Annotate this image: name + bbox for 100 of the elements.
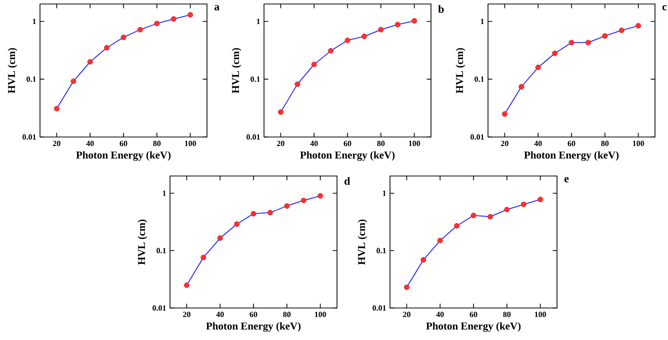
y-tick-label: 0.01 [246,134,260,140]
x-tick-label: 40 [86,140,94,146]
point [278,109,284,115]
x-tick-label: 80 [503,312,511,318]
point [636,23,642,29]
x-tick-label: 20 [183,312,190,318]
y-axis-title: HVL (cm) [358,220,368,265]
point [200,254,206,260]
point [311,62,317,68]
y-tick-label: 0.1 [376,248,386,254]
x-tick-label: 60 [344,140,352,146]
x-tick-label: 40 [534,140,542,146]
point [284,203,290,209]
point [535,64,541,70]
point [568,40,574,46]
y-axis-title: HVL (cm) [232,48,242,94]
x-axis-title: Photon Energy (keV) [206,322,301,332]
x-tick-label: 60 [120,140,128,146]
x-tick-label: 60 [250,312,258,318]
y-tick-label: 1 [480,18,484,24]
x-tick-label: 20 [277,140,284,146]
point [217,235,223,241]
y-tick-label: 0.1 [250,76,260,82]
point [344,38,350,44]
x-tick-label: 80 [153,140,161,146]
x-tick-label: 20 [53,140,60,146]
point [378,26,384,32]
y-tick-label: 1 [162,190,166,196]
point [518,84,524,90]
point [137,26,143,32]
point [54,106,60,112]
y-tick-label: 0.01 [152,305,166,311]
point [420,257,426,263]
point [87,59,93,65]
y-tick-label: 0.1 [156,248,166,254]
point [470,212,476,218]
x-tick-label: 100 [314,312,326,318]
point [404,284,410,290]
point [538,196,544,202]
text: a [214,5,220,10]
y-tick-label: 0.01 [470,134,484,140]
x-tick-label: 40 [216,312,224,318]
x-tick-label: 80 [283,312,291,318]
x-axis-title: Photon Energy (keV) [524,151,619,161]
x-tick-label: 20 [403,312,410,318]
x-tick-label: 80 [601,140,609,146]
x-tick-label: 60 [470,312,478,318]
point [454,223,460,229]
point [618,28,624,34]
point [120,34,126,40]
point [70,78,76,84]
point [294,81,300,87]
y-tick-label: 1 [382,190,386,196]
x-tick-label: 60 [568,140,576,146]
x-tick-label: 100 [632,140,644,146]
y-tick-label: 0.01 [22,134,36,140]
x-tick-label: 40 [436,312,444,318]
text: b [438,5,444,13]
x-axis-title: Photon Energy (keV) [300,151,395,161]
point [104,45,110,51]
x-tick-label: 100 [184,140,196,146]
point [412,18,418,24]
point [487,214,493,220]
point [184,282,190,288]
x-tick-label: 100 [408,140,420,146]
text: d [344,177,350,185]
point [361,34,367,40]
point [267,210,273,216]
y-tick-label: 0.1 [26,76,36,82]
text: e [564,177,569,182]
y-axis-title: HVL (cm) [138,220,148,265]
point [552,50,558,56]
point [318,193,324,199]
x-tick-label: 80 [377,140,385,146]
point [154,20,160,26]
point [300,198,306,204]
point [520,202,526,208]
point [602,33,608,39]
point [234,221,240,227]
y-tick-label: 0.01 [372,305,386,311]
point [502,111,508,117]
point [188,12,194,18]
y-tick-label: 0.1 [474,76,484,82]
x-tick-label: 40 [310,140,318,146]
point [250,210,256,216]
point [504,206,510,212]
x-axis-title: Photon Energy (keV) [76,151,171,161]
point [394,22,400,28]
y-tick-label: 1 [256,18,260,24]
point [437,238,443,244]
point [585,40,591,46]
x-tick-label: 20 [501,140,508,146]
point [328,48,334,54]
point [170,16,176,22]
y-axis-title: HVL (cm) [8,48,18,94]
y-tick-label: 1 [32,18,36,24]
y-axis-title: HVL (cm) [456,48,466,94]
x-tick-label: 100 [534,312,546,318]
x-axis-title: Photon Energy (keV) [426,322,521,332]
text: c [662,5,667,10]
